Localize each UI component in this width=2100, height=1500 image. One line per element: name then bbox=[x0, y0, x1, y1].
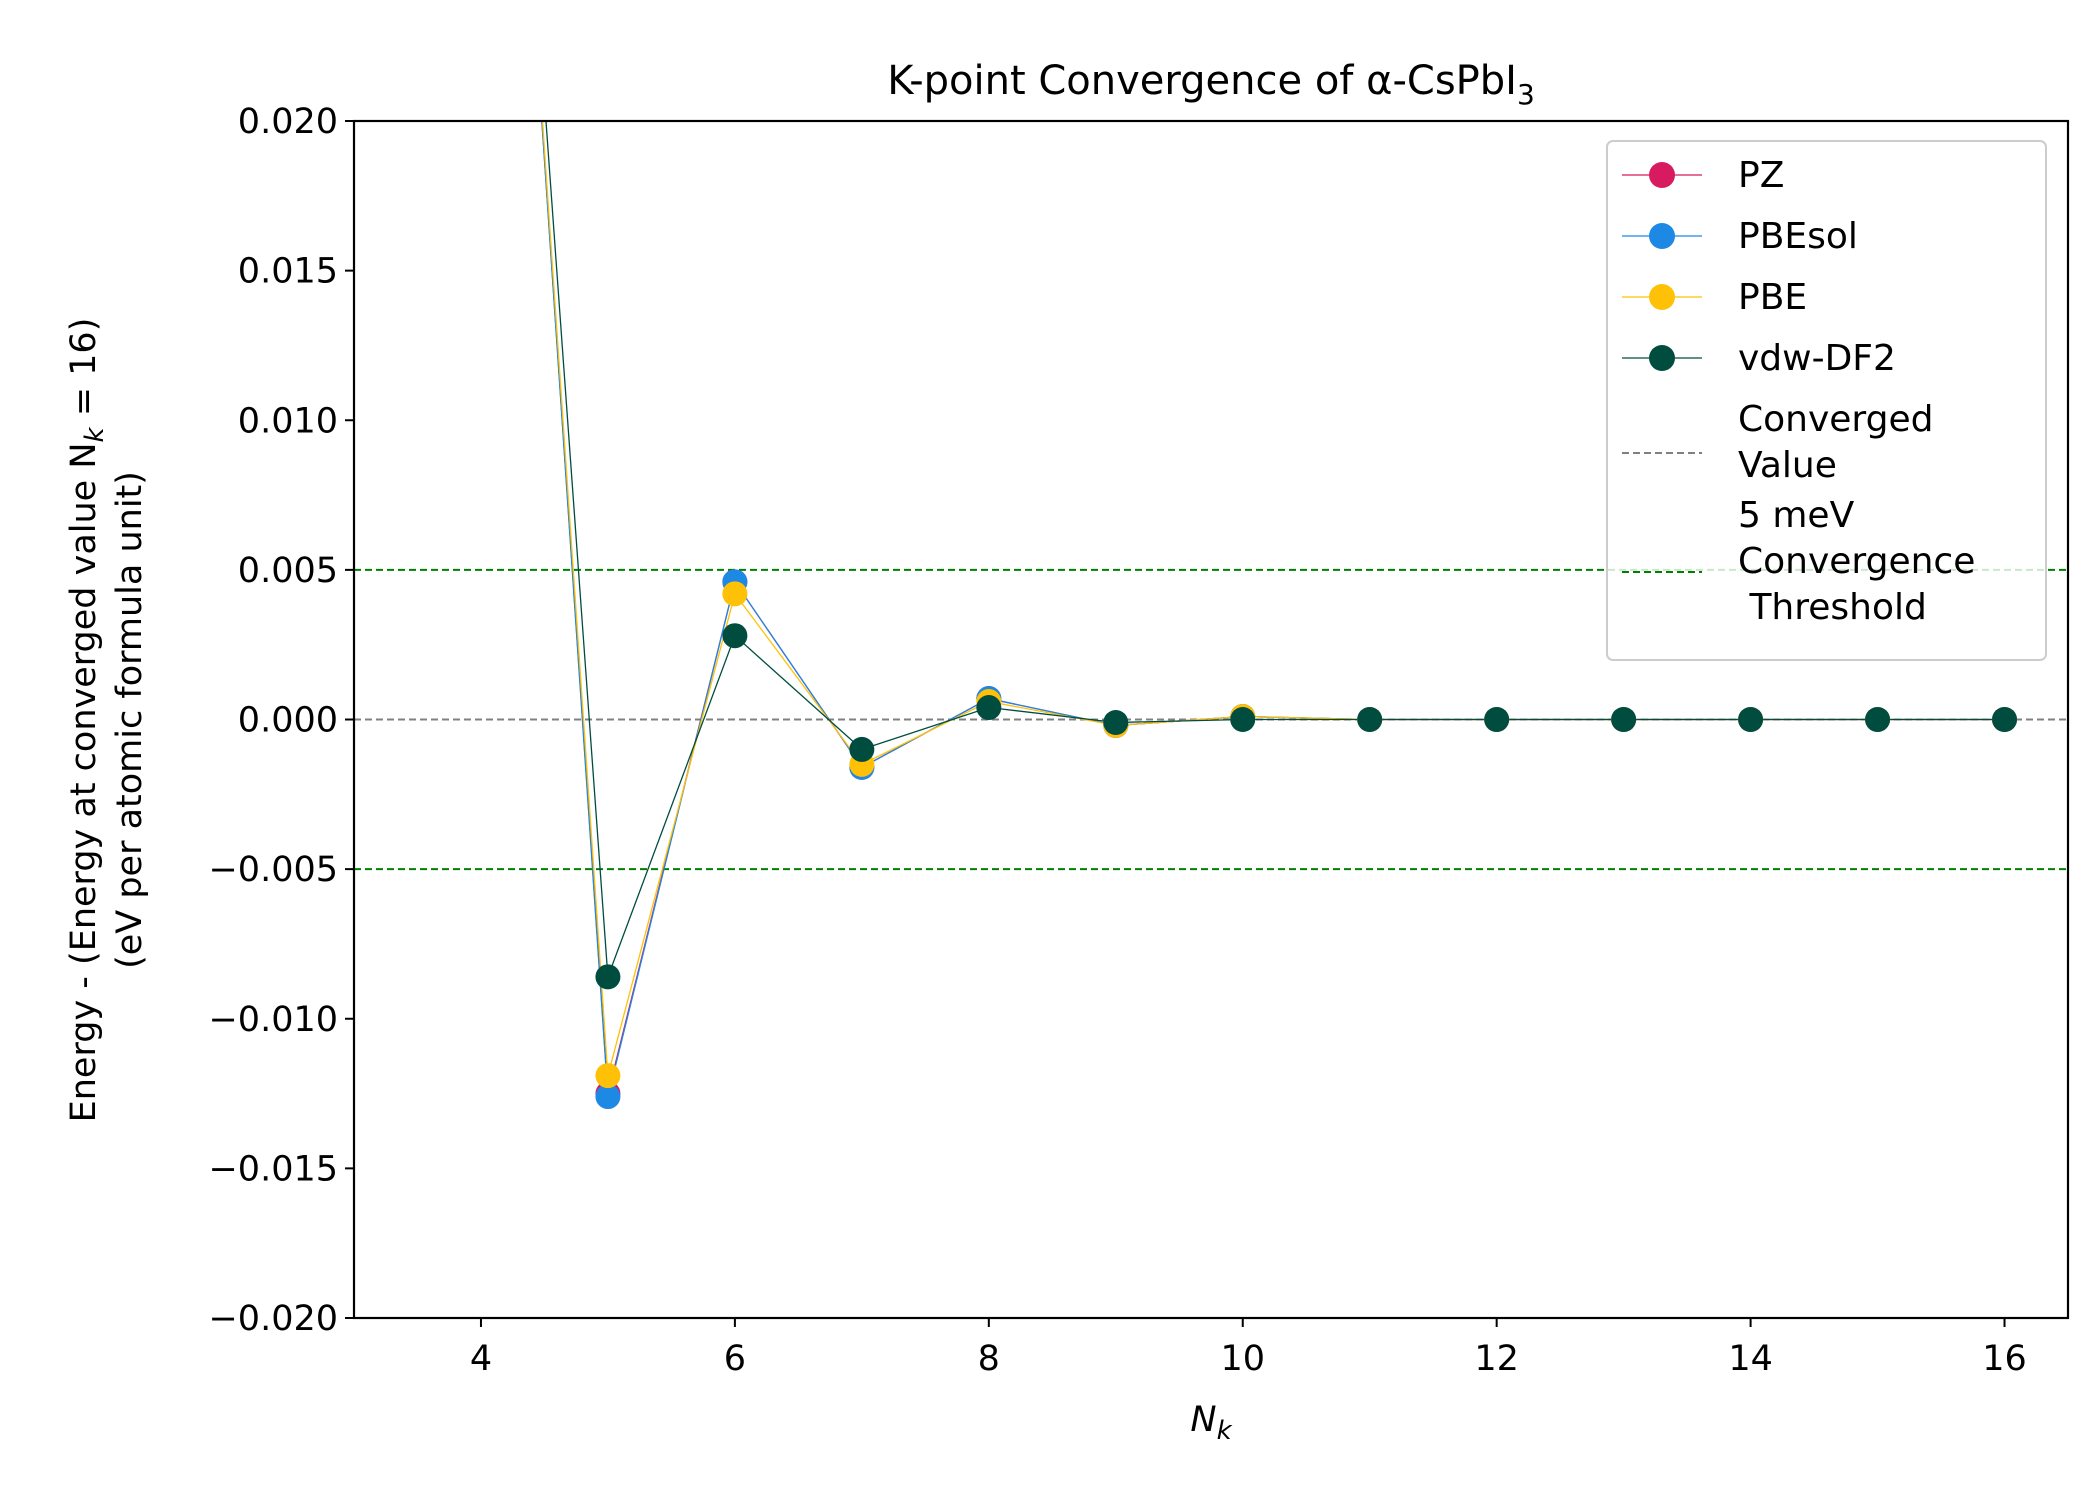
legend-marker-1 bbox=[1649, 223, 1675, 249]
y-tick-label: 0.015 bbox=[238, 252, 338, 292]
series-3-point bbox=[849, 736, 875, 762]
y-tick-label: 0.005 bbox=[238, 551, 338, 591]
legend-marker-3 bbox=[1649, 345, 1675, 371]
series-layer bbox=[541, 121, 2018, 1110]
x-tick-label: 4 bbox=[470, 1339, 492, 1379]
y-axis-label-line2: (eV per atomic formula unit) bbox=[110, 471, 150, 969]
series-3-point bbox=[1230, 707, 1256, 732]
legend-ref-label-1: Convergence bbox=[1738, 541, 1975, 582]
x-tick-label: 14 bbox=[1728, 1339, 1773, 1379]
series-3-point bbox=[1992, 707, 2018, 732]
x-tick-label: 6 bbox=[724, 1339, 746, 1379]
chart-title: K-point Convergence of α-CsPbI3 bbox=[887, 58, 1535, 111]
legend: PZ PBEsol PBE vdw-DF2 Converged Value 5 meV Con… bbox=[1606, 140, 2047, 661]
legend-label-2: PBE bbox=[1738, 277, 1807, 318]
legend-box bbox=[1606, 140, 2047, 661]
y-tick-label: −0.010 bbox=[208, 1000, 338, 1040]
x-axis-label: Nk bbox=[1190, 1400, 1232, 1446]
legend-ref-label-1: 5 meV bbox=[1738, 495, 1855, 536]
x-tick-label: 8 bbox=[978, 1339, 1000, 1379]
series-3-point bbox=[1103, 709, 1129, 735]
x-tick-label: 12 bbox=[1474, 1339, 1519, 1379]
legend-ref-label-0: Value bbox=[1738, 445, 1837, 486]
y-tick-label: −0.020 bbox=[208, 1299, 338, 1339]
legend-ref-label-0: Converged bbox=[1738, 399, 1933, 440]
x-tick-label: 16 bbox=[1982, 1339, 2027, 1379]
series-3-point bbox=[722, 623, 748, 649]
series-3-point bbox=[1738, 707, 1764, 732]
legend-label-0: PZ bbox=[1738, 155, 1784, 196]
series-3-point bbox=[976, 695, 1002, 721]
legend-label-1: PBEsol bbox=[1738, 216, 1858, 257]
y-axis-label-line1: Energy - (Energy at converged value Nk =… bbox=[64, 318, 110, 1123]
legend-marker-0 bbox=[1649, 162, 1675, 188]
series-2-point bbox=[595, 1063, 621, 1089]
y-axis-ticks: −0.020 −0.015 −0.010 −0.005 0.000 0.005 0.010 0… bbox=[208, 102, 354, 1339]
y-tick-label: 0.000 bbox=[238, 701, 338, 741]
chart-title-subscript: 3 bbox=[1517, 78, 1535, 111]
y-tick-label: −0.005 bbox=[208, 850, 338, 890]
legend-label-3: vdw-DF2 bbox=[1738, 338, 1896, 379]
series-1-point bbox=[595, 1084, 621, 1110]
series-3-point bbox=[1357, 707, 1383, 732]
series-2-point bbox=[722, 581, 748, 607]
legend-marker-2 bbox=[1649, 284, 1675, 310]
series-3-point bbox=[595, 964, 621, 990]
series-3-point bbox=[1611, 707, 1637, 732]
y-tick-label: 0.010 bbox=[238, 401, 338, 441]
y-tick-label: −0.015 bbox=[208, 1149, 338, 1189]
x-axis-ticks: 4 6 8 10 12 14 16 bbox=[470, 1318, 2027, 1379]
x-tick-label: 10 bbox=[1220, 1339, 1265, 1379]
series-3-point bbox=[1484, 707, 1510, 732]
series-3-point bbox=[1865, 707, 1891, 732]
y-tick-label: 0.020 bbox=[238, 102, 338, 142]
legend-ref-label-1: Threshold bbox=[1738, 587, 1927, 628]
